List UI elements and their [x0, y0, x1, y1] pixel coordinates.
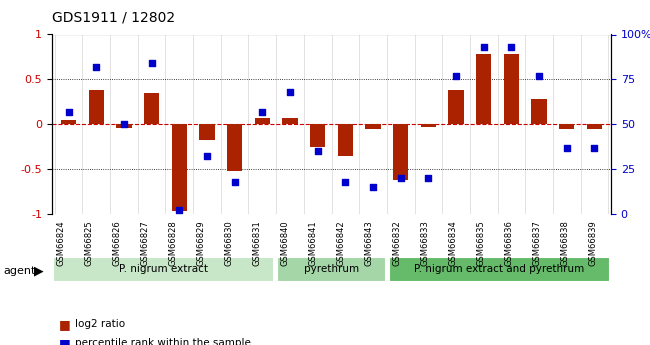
Point — [229, 179, 240, 184]
Point — [285, 89, 295, 95]
Point — [91, 64, 101, 70]
Text: pyrethrum: pyrethrum — [304, 264, 359, 274]
Bar — [116, 124, 131, 128]
Point — [174, 208, 185, 213]
Text: GSM66828: GSM66828 — [169, 220, 178, 266]
Point — [423, 175, 434, 181]
Bar — [144, 93, 159, 124]
Bar — [532, 99, 547, 124]
Bar — [255, 118, 270, 124]
Text: GSM66838: GSM66838 — [560, 220, 569, 266]
Point — [64, 109, 74, 115]
Bar — [88, 90, 104, 124]
Text: GSM66825: GSM66825 — [85, 220, 94, 266]
Point — [119, 121, 129, 127]
FancyBboxPatch shape — [277, 257, 386, 282]
Text: GSM66836: GSM66836 — [504, 220, 514, 266]
Point — [506, 44, 517, 50]
Point — [368, 184, 378, 190]
Point — [340, 179, 350, 184]
Bar — [172, 124, 187, 211]
Point — [146, 60, 157, 66]
Point — [451, 73, 462, 79]
FancyBboxPatch shape — [53, 257, 274, 282]
Bar — [310, 124, 325, 147]
Text: GSM66830: GSM66830 — [225, 220, 234, 266]
Text: GSM66841: GSM66841 — [309, 220, 318, 266]
FancyBboxPatch shape — [389, 257, 610, 282]
Text: GSM66833: GSM66833 — [421, 220, 430, 266]
Point — [534, 73, 544, 79]
Text: GDS1911 / 12802: GDS1911 / 12802 — [52, 10, 175, 24]
Bar — [200, 124, 214, 140]
Point — [313, 148, 323, 154]
Bar — [365, 124, 381, 129]
Bar — [448, 90, 463, 124]
Point — [257, 109, 268, 115]
Bar — [504, 54, 519, 124]
Bar — [393, 124, 408, 180]
Bar — [227, 124, 242, 171]
Text: GSM66826: GSM66826 — [113, 220, 122, 266]
Text: GSM66827: GSM66827 — [141, 220, 150, 266]
Text: GSM66837: GSM66837 — [532, 220, 541, 266]
Text: P. nigrum extract: P. nigrum extract — [120, 264, 208, 274]
Text: ▶: ▶ — [34, 264, 44, 277]
Text: GSM66842: GSM66842 — [337, 220, 346, 266]
Text: GSM66834: GSM66834 — [448, 220, 458, 266]
Text: GSM66835: GSM66835 — [476, 220, 485, 266]
Text: GSM66832: GSM66832 — [393, 220, 402, 266]
Point — [562, 145, 572, 150]
Text: log2 ratio: log2 ratio — [75, 319, 125, 329]
Bar — [421, 124, 436, 127]
Bar — [476, 54, 491, 124]
Point — [478, 44, 489, 50]
Text: agent: agent — [3, 266, 36, 276]
Text: ■: ■ — [58, 318, 70, 331]
Text: GSM66839: GSM66839 — [588, 220, 597, 266]
Point — [395, 175, 406, 181]
Text: P. nigrum extract and pyrethrum: P. nigrum extract and pyrethrum — [414, 264, 584, 274]
Bar — [559, 124, 575, 129]
Text: GSM66831: GSM66831 — [253, 220, 261, 266]
Bar — [338, 124, 353, 156]
Bar — [61, 120, 76, 124]
Text: percentile rank within the sample: percentile rank within the sample — [75, 338, 251, 345]
Text: ■: ■ — [58, 337, 70, 345]
Text: GSM66843: GSM66843 — [365, 220, 373, 266]
Text: GSM66824: GSM66824 — [57, 220, 66, 266]
Point — [589, 145, 599, 150]
Bar — [587, 124, 602, 129]
Point — [202, 154, 212, 159]
Text: GSM66840: GSM66840 — [281, 220, 290, 266]
Text: GSM66829: GSM66829 — [197, 220, 206, 266]
Bar — [282, 118, 298, 124]
